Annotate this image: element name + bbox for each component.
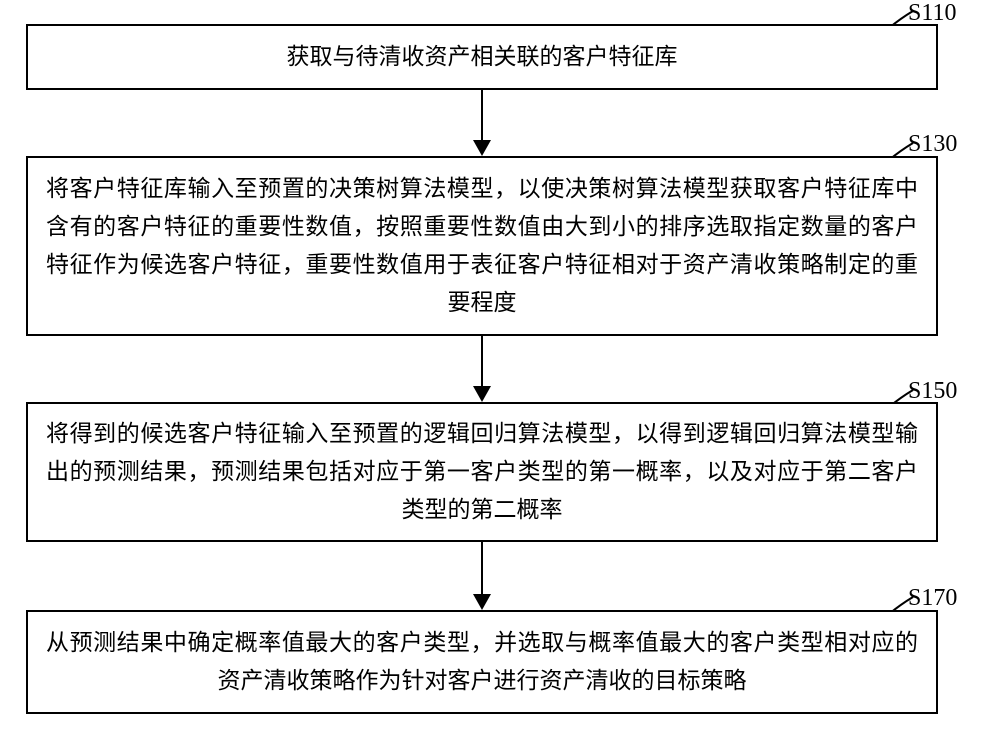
step-text-s130: 将客户特征库输入至预置的决策树算法模型，以使决策树算法模型获取客户特征库中含有的… — [46, 170, 918, 322]
connector-s110-s130 — [0, 90, 1000, 156]
step-box-s110: 获取与待清收资产相关联的客户特征库 — [26, 24, 938, 90]
flowchart-canvas: S110 获取与待清收资产相关联的客户特征库 S130 将客户特征库输入至预置的… — [0, 0, 1000, 732]
step-box-s170: 从预测结果中确定概率值最大的客户类型，并选取与概率值最大的客户类型相对应的资产清… — [26, 610, 938, 714]
step-box-s130: 将客户特征库输入至预置的决策树算法模型，以使决策树算法模型获取客户特征库中含有的… — [26, 156, 938, 336]
step-label-s130: S130 — [908, 131, 957, 158]
step-label-s110: S110 — [908, 0, 956, 27]
step-text-s150: 将得到的候选客户特征输入至预置的逻辑回归算法模型，以得到逻辑回归算法模型输出的预… — [46, 415, 918, 529]
step-label-s150: S150 — [908, 378, 957, 405]
step-box-s150: 将得到的候选客户特征输入至预置的逻辑回归算法模型，以得到逻辑回归算法模型输出的预… — [26, 402, 938, 542]
step-text-s170: 从预测结果中确定概率值最大的客户类型，并选取与概率值最大的客户类型相对应的资产清… — [46, 624, 918, 700]
step-label-s170: S170 — [908, 585, 957, 612]
connector-s130-s150 — [0, 336, 1000, 402]
step-text-s110: 获取与待清收资产相关联的客户特征库 — [287, 38, 678, 76]
connector-s150-s170 — [0, 542, 1000, 610]
